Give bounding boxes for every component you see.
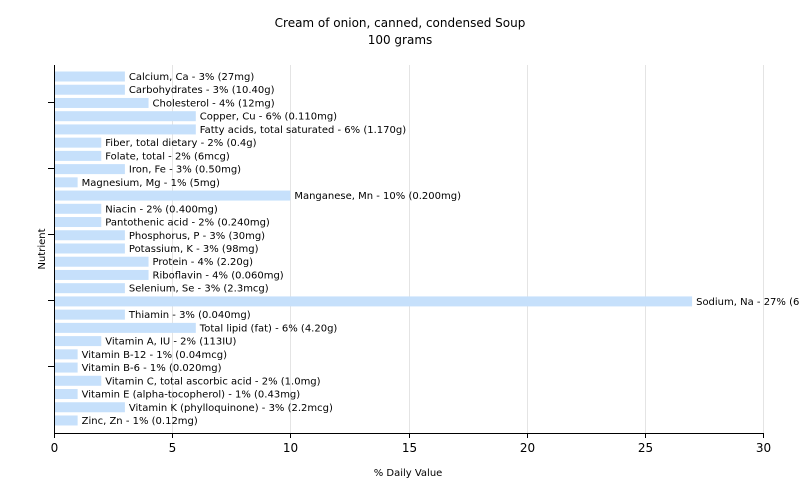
bar-label: Vitamin B-12 - 1% (0.04mcg) [82,350,227,361]
bar [55,256,149,267]
x-tick-label: 30 [756,441,771,455]
bar-label: Vitamin B-6 - 1% (0.020mg) [82,363,222,374]
bar-label: Selenium, Se - 3% (2.3mcg) [129,284,269,295]
bar [55,375,102,386]
gridlines [172,65,764,433]
bar-label: Carbohydrates - 3% (10.40g) [129,85,275,96]
chart-title: Cream of onion, canned, condensed Soup [275,16,526,30]
bar-label: Vitamin A, IU - 2% (113IU) [105,337,236,348]
bar [55,137,102,148]
x-axis-label: % Daily Value [374,468,443,479]
x-tick-label: 10 [283,441,298,455]
y-axis-label: Nutrient [37,228,48,269]
chart-subtitle: 100 grams [368,33,433,47]
bar [55,84,125,95]
bar [55,283,125,294]
bar [55,230,125,241]
bar [55,97,149,108]
x-tick-label: 25 [638,441,653,455]
bar-label: Vitamin E (alpha-tocopherol) - 1% (0.43m… [82,390,301,401]
bar [55,336,102,347]
bar [55,402,125,413]
x-tick-label: 0 [51,441,59,455]
bar-label: Magnesium, Mg - 1% (5mg) [82,178,220,189]
bar-label: Phosphorus, P - 3% (30mg) [129,231,265,242]
bar [55,296,693,307]
x-axis-ticks: 0 5 10 15 20 25 30 [51,433,771,455]
bar [55,362,78,373]
bar-label: Thiamin - 3% (0.040mg) [128,310,251,321]
bar-label: Cholesterol - 4% (12mg) [153,98,275,109]
bar-label: Fiber, total dietary - 2% (0.4g) [105,138,256,149]
bar [55,177,78,188]
bar-label: Copper, Cu - 6% (0.110mg) [200,112,337,123]
bar-label: Iron, Fe - 3% (0.50mg) [129,165,241,176]
bar [55,111,196,122]
bar [55,389,78,400]
bar [55,164,125,175]
bar [55,322,196,333]
bar [55,124,196,135]
bar-label: Vitamin K (phylloquinone) - 3% (2.2mcg) [129,403,333,414]
bar-label: Zinc, Zn - 1% (0.12mg) [82,416,198,427]
bar-label: Riboflavin - 4% (0.060mg) [153,270,284,281]
bar-label: Manganese, Mn - 10% (0.200mg) [294,191,461,202]
bar [55,269,149,280]
x-tick-label: 5 [169,441,177,455]
bars: Calcium, Ca - 3% (27mg) Carbohydrates - 3… [55,71,800,427]
bar [55,309,125,320]
bar [55,243,125,254]
bar [55,217,102,228]
bar [55,71,125,82]
bar-label: Total lipid (fat) - 6% (4.20g) [199,323,338,334]
bar-label: Pantothenic acid - 2% (0.240mg) [105,218,270,229]
y-axis-ticks [48,102,54,367]
bar [55,349,78,360]
bar-label: Fatty acids, total saturated - 6% (1.170… [200,125,406,136]
bar-label: Niacin - 2% (0.400mg) [105,204,218,215]
bar [55,190,291,201]
bar-label: Folate, total - 2% (6mcg) [105,151,230,162]
bar-label: Calcium, Ca - 3% (27mg) [129,72,254,83]
bar-label: Vitamin C, total ascorbic acid - 2% (1.0… [105,376,320,387]
x-tick-label: 15 [402,441,417,455]
bar-label: Sodium, Na - 27% (637mg) [696,297,800,308]
x-tick-label: 20 [520,441,535,455]
bar-label: Protein - 4% (2.20g) [153,257,254,268]
bar-label: Potassium, K - 3% (98mg) [129,244,259,255]
bar [55,203,102,214]
bar [55,415,78,426]
bar [55,150,102,161]
